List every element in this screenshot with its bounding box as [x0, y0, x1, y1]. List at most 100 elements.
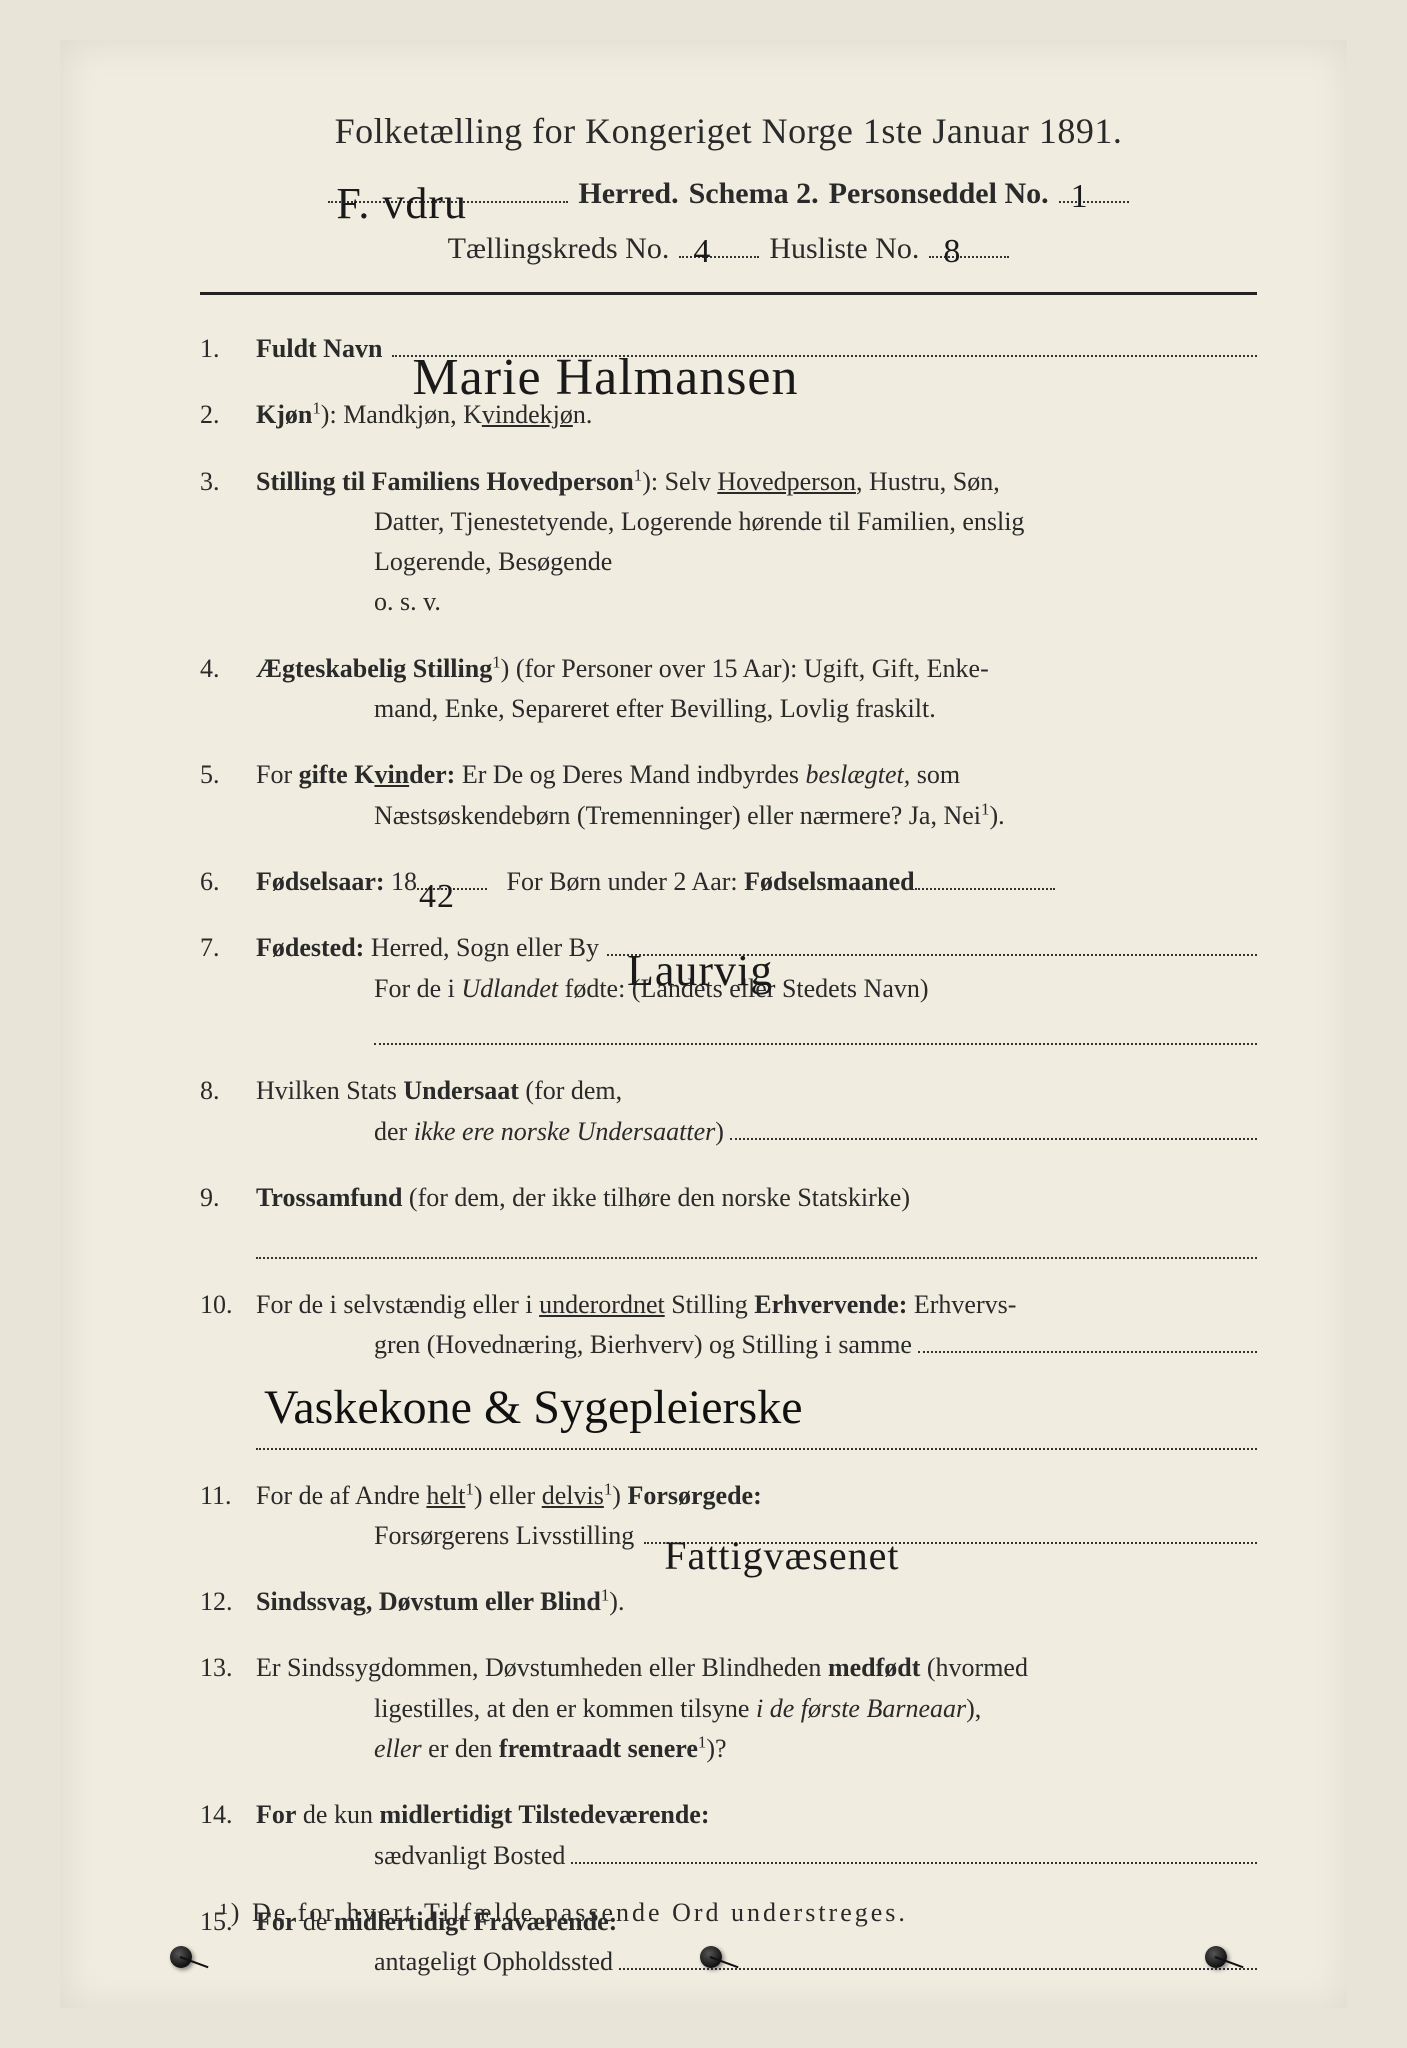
taellingskreds-label: Tællingskreds No. — [448, 232, 670, 266]
item-8: Hvilken Stats Undersaat (for dem, der ik… — [200, 1071, 1257, 1152]
item-13-em: i de første Barneaar — [756, 1694, 966, 1723]
taellingskreds-value: 4 — [693, 233, 711, 262]
item-10-label: Erhvervende: — [754, 1290, 907, 1319]
item-7-text: Herred, Sogn eller By — [371, 928, 599, 968]
item-13-text-b: (hvormed — [927, 1653, 1028, 1682]
schema-label: Schema 2. — [689, 177, 819, 211]
header-row-2: Tællingskreds No. 4 Husliste No. 8 — [200, 225, 1257, 266]
birthyear-field: 42 — [417, 863, 487, 890]
item-8-label: Undersaat — [403, 1076, 519, 1105]
item-10-fill-a — [918, 1326, 1257, 1353]
personseddel-label: Personseddel No. — [829, 177, 1049, 211]
item-13-label-b: fremtraadt senere — [499, 1734, 698, 1763]
item-2-label: Kjøn — [256, 400, 312, 429]
item-6: Fødselsaar: 1842 For Børn under 2 Aar: F… — [200, 862, 1257, 902]
item-9: Trossamfund (for dem, der ikke tilhøre d… — [200, 1178, 1257, 1259]
item-5-line2: Næstsøskendebørn (Tremenninger) eller næ… — [256, 796, 1257, 836]
item-4-text-a: (for Personer over 15 Aar): Ugift, Gift,… — [516, 654, 989, 683]
item-3-label: Stilling til Familiens Hovedperson — [256, 467, 634, 496]
item-6-text: For Børn under 2 Aar: — [507, 867, 738, 896]
pin-icon — [1205, 1946, 1227, 1968]
census-form-page: Folketælling for Kongeriget Norge 1ste J… — [60, 40, 1347, 2008]
item-8-text-b: (for dem, — [525, 1076, 622, 1105]
herred-field: F. vdru — [328, 170, 568, 203]
item-11: For de af Andre helt1) eller delvis1) Fo… — [200, 1476, 1257, 1557]
herred-value: F. vdru — [336, 178, 467, 209]
item-7-text-b: For de i — [374, 974, 455, 1003]
birthplace-field: Laurvig — [607, 929, 1257, 956]
item-13-text-c: ligestilles, at den er kommen tilsyne — [374, 1694, 749, 1723]
item-13: Er Sindssygdommen, Døvstumheden eller Bl… — [200, 1648, 1257, 1769]
birthyear-value: 42 — [419, 871, 455, 892]
item-10-text-c: gren (Hovednæring, Bierhverv) og Stillin… — [374, 1325, 912, 1365]
footnote: ¹) De for hvert Tilfælde passende Ord un… — [220, 1898, 1227, 1928]
item-14-prefix: For — [256, 1800, 296, 1829]
item-7-em: Udlandet — [461, 974, 558, 1003]
item-8-text-a: Hvilken Stats — [256, 1076, 397, 1105]
item-3-text-c: Logerende, Besøgende — [256, 542, 1257, 582]
item-4-label: Ægteskabelig Stilling — [256, 654, 492, 683]
sup-3: 1 — [492, 652, 500, 671]
item-14-label: midlertidigt Tilstedeværende: — [379, 1800, 709, 1829]
item-14: For de kun midlertidigt Tilstedeværende:… — [200, 1795, 1257, 1876]
item-7-fill — [374, 1009, 1257, 1045]
sup-1: 1 — [312, 399, 320, 418]
item-11-label: Forsørgede: — [627, 1481, 761, 1510]
item-8-fill — [730, 1112, 1257, 1139]
item-6-prefix: 18 — [391, 867, 417, 896]
item-13-line3: eller er den fremtraadt senere1)? — [256, 1729, 1257, 1769]
item-11-text-a: For de af Andre helt — [256, 1481, 465, 1510]
form-header: Folketælling for Kongeriget Norge 1ste J… — [200, 110, 1257, 266]
herred-label: Herred. — [578, 177, 678, 211]
item-5-em: beslægtet, — [806, 760, 911, 789]
item-6-label: Fødselsaar: — [256, 867, 385, 896]
item-14-text-b: sædvanligt Bosted — [374, 1836, 565, 1876]
item-8-em: ikke ere norske Undersaatter — [414, 1112, 716, 1152]
husliste-value: 8 — [943, 233, 961, 262]
item-4: Ægteskabelig Stilling1) (for Personer ov… — [200, 649, 1257, 730]
name-value: Marie Halmansen — [412, 338, 798, 365]
item-11-text-c: Forsørgerens Livsstilling — [374, 1516, 634, 1556]
item-5-prefix: For — [256, 760, 299, 789]
item-10: For de i selvstændig eller i underordnet… — [200, 1285, 1257, 1450]
taellingskreds-field: 4 — [679, 225, 759, 258]
name-field: Marie Halmansen — [392, 330, 1257, 357]
item-5-text-a: Er De og Deres Mand indbyrdes — [462, 760, 799, 789]
item-8-text-c: der — [374, 1112, 407, 1152]
birthmonth-field — [915, 863, 1055, 890]
form-items: Fuldt Navn Marie Halmansen Kjøn1): Mandk… — [200, 329, 1257, 1982]
item-5: For gifte Kvinder: Er De og Deres Mand i… — [200, 755, 1257, 836]
item-2: Kjøn1): Mandkjøn, Kvindekjøn. — [200, 395, 1257, 435]
item-15-text-b: antageligt Opholdssted — [374, 1942, 613, 1982]
sup-2: 1 — [634, 465, 642, 484]
item-3-text-a: Selv Hovedperson, Hustru, Søn, — [665, 467, 1000, 496]
occupation-value: Vaskekone & Sygepleierske — [256, 1365, 1257, 1449]
item-7: Fødested: Herred, Sogn eller By Laurvig … — [200, 928, 1257, 1045]
item-1: Fuldt Navn Marie Halmansen — [200, 329, 1257, 369]
item-14-fill — [571, 1836, 1257, 1863]
item-13-text-a: Er Sindssygdommen, Døvstumheden eller Bl… — [256, 1653, 821, 1682]
sup-8: 1 — [698, 1732, 706, 1751]
item-3: Stilling til Familiens Hovedperson1): Se… — [200, 462, 1257, 623]
item-12-label: Sindssvag, Døvstum eller Blind — [256, 1587, 601, 1616]
pin-icon — [700, 1946, 722, 1968]
sup-6: 1 — [604, 1479, 612, 1498]
personseddel-field: 1 — [1059, 170, 1129, 203]
provider-value: Fattigvæsenet — [664, 1525, 899, 1550]
provider-field: Fattigvæsenet — [644, 1517, 1257, 1544]
item-11-text-b: eller delvis — [489, 1481, 604, 1510]
header-row-1: F. vdru Herred. Schema 2. Personseddel N… — [200, 170, 1257, 211]
item-4-text-b: mand, Enke, Separeret efter Bevilling, L… — [256, 689, 1257, 729]
item-1-label: Fuldt Navn — [256, 329, 382, 369]
item-14-text-a: de kun — [303, 1800, 373, 1829]
item-13-label-a: medfødt — [828, 1653, 920, 1682]
item-13-text-e: er den — [428, 1734, 492, 1763]
item-13-text-d: eller — [374, 1734, 422, 1763]
item-13-line2: ligestilles, at den er kommen tilsyne i … — [256, 1689, 1257, 1729]
item-5-text-a2: som — [917, 760, 960, 789]
item-7-label: Fødested: — [256, 928, 364, 968]
husliste-field: 8 — [929, 225, 1009, 258]
item-9-label: Trossamfund — [256, 1183, 402, 1212]
item-12: Sindssvag, Døvstum eller Blind1). — [200, 1582, 1257, 1622]
item-9-text: (for dem, der ikke tilhøre den norske St… — [409, 1183, 910, 1212]
